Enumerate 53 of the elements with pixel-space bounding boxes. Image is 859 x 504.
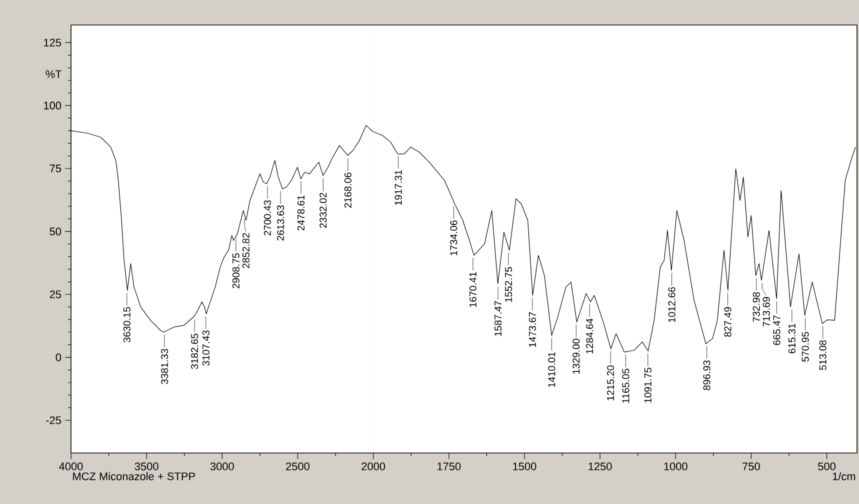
annotation: 1552.75 xyxy=(504,267,512,302)
annotation: 2332.02 xyxy=(320,192,327,228)
annotation: 3107.43 xyxy=(202,330,210,366)
annotation: 1587.47 xyxy=(494,301,502,336)
y-tick-label: 100 xyxy=(44,102,62,110)
annotation: 1473.67 xyxy=(528,312,536,347)
annotation: 2478.61 xyxy=(297,195,304,230)
y-axis-title: %T xyxy=(46,70,62,78)
annotation: 2613.63 xyxy=(277,205,284,240)
text: MCZ Miconazole + STPP xyxy=(73,472,195,480)
x-axis-title: 1/cm xyxy=(832,472,856,480)
annotation: 3630.15 xyxy=(123,307,130,342)
annotation: 713.69 xyxy=(762,297,770,327)
annotation: 2908.75 xyxy=(232,253,240,288)
annotation: 570.95 xyxy=(802,332,809,362)
annotation: 896.93 xyxy=(703,360,710,390)
annotation: 1215.20 xyxy=(607,365,614,400)
annotation: 513.08 xyxy=(819,340,826,370)
annotation: 2168.06 xyxy=(344,172,352,208)
x-tick-label: 2500 xyxy=(286,462,310,470)
x-tick-label: 1250 xyxy=(588,462,612,470)
x-tick-label: 2000 xyxy=(362,462,386,470)
x-tick-label: 1750 xyxy=(438,462,461,470)
x-tick-label: 1500 xyxy=(513,462,536,470)
x-tick-label: 500 xyxy=(818,462,836,470)
annotation: 2700.43 xyxy=(264,200,271,236)
y-tick-label: 125 xyxy=(44,38,62,46)
y-tick-label: 50 xyxy=(50,228,62,236)
annotation: 1410.01 xyxy=(548,352,556,387)
annotation: 615.31 xyxy=(788,324,796,354)
annotation: 1284.64 xyxy=(586,318,594,354)
x-tick-label: 1000 xyxy=(664,462,688,470)
x-tick-label: 3000 xyxy=(210,462,234,470)
annotation: 1012.66 xyxy=(668,287,676,322)
annotation: 1670.41 xyxy=(469,272,476,307)
annotation: 732.98 xyxy=(752,292,760,322)
annotation: 1165.05 xyxy=(622,368,630,403)
y-tick-label: 0 xyxy=(56,353,62,362)
annotation: 1917.31 xyxy=(394,170,402,205)
y-tick-label: -25 xyxy=(46,416,62,424)
annotation: 1734.06 xyxy=(450,220,458,256)
y-tick-label: 25 xyxy=(50,290,62,298)
annotation: 3381.33 xyxy=(160,348,168,384)
x-tick-label: 4000 xyxy=(59,462,83,470)
annotation: 1091.75 xyxy=(644,368,652,403)
x-tick-label: 3500 xyxy=(134,462,158,470)
annotation: 1329.00 xyxy=(572,338,580,374)
annotation: 3182.65 xyxy=(191,334,198,369)
annotation: 665.47 xyxy=(773,315,780,345)
annotation: 2852.82 xyxy=(242,233,250,268)
annotation: 827.49 xyxy=(724,307,732,337)
x-tick-label: 750 xyxy=(742,462,760,470)
y-tick-label: 75 xyxy=(50,164,62,172)
